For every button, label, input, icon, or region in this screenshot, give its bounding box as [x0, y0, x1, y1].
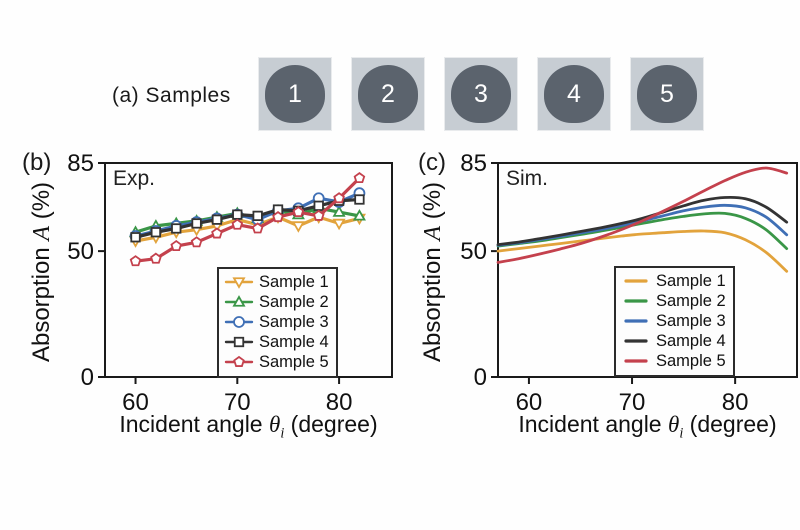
sample-photo-5: 5 — [630, 57, 704, 131]
line-swatch-icon — [621, 274, 651, 288]
svg-text:70: 70 — [619, 389, 646, 416]
legend-item-sample-2: Sample 2 — [621, 291, 726, 311]
exp-annotation: Exp. — [113, 167, 156, 190]
line-swatch-icon — [621, 314, 651, 328]
legend-item-sample-4: Sample 4 — [621, 331, 726, 351]
pentagon-marker-icon — [224, 355, 254, 369]
sample-photo-2: 2 — [351, 57, 425, 131]
sample-disc-5: 5 — [637, 65, 697, 123]
panel-a-label: (a) Samples — [112, 84, 231, 108]
panel-a-letter: (a) — [112, 84, 140, 107]
line-swatch-icon — [621, 354, 651, 368]
legend-item-sample-5: Sample 5 — [224, 352, 329, 372]
panel-a-title: Samples — [145, 84, 231, 107]
sample-number: 1 — [288, 79, 302, 108]
svg-text:0: 0 — [474, 364, 487, 391]
sim-yaxis-title: Absorption A (%) — [419, 181, 446, 363]
svg-text:50: 50 — [67, 238, 94, 265]
svg-text:60: 60 — [122, 389, 149, 416]
panel-c-letter: (c) — [418, 149, 446, 176]
sample-number: 3 — [474, 79, 488, 108]
samples-row: 1 2 3 4 5 — [258, 57, 704, 131]
exp-yaxis-title: Absorption A (%) — [28, 181, 55, 363]
exp-legend: Sample 1 Sample 2 Sample 3 Sample 4 Samp… — [217, 267, 338, 378]
sample-disc-2: 2 — [358, 65, 418, 123]
sample-disc-4: 4 — [544, 65, 604, 123]
sim-chart: 60 70 80 0 50 85 — [460, 150, 798, 416]
panel-b-letter: (b) — [22, 149, 52, 176]
legend-item-sample-1: Sample 1 — [621, 271, 726, 291]
legend-item-sample-5: Sample 5 — [621, 351, 726, 371]
sample-number: 5 — [660, 79, 674, 108]
svg-text:85: 85 — [67, 150, 94, 177]
sample-disc-3: 3 — [451, 65, 511, 123]
svg-text:0: 0 — [81, 364, 94, 391]
sim-annotation: Sim. — [506, 167, 548, 190]
sample-number: 2 — [381, 79, 395, 108]
svg-text:70: 70 — [224, 389, 251, 416]
legend-item-sample-3: Sample 3 — [621, 311, 726, 331]
legend-item-sample-1: Sample 1 — [224, 272, 329, 292]
triangle-down-marker-icon — [224, 275, 254, 289]
exp-xaxis-title: Incident angle θi (degree) — [119, 411, 378, 442]
sim-xaxis-title: Incident angle θi (degree) — [518, 411, 777, 442]
line-swatch-icon — [621, 294, 651, 308]
legend-item-sample-2: Sample 2 — [224, 292, 329, 312]
exp-chart: 60 70 80 0 50 85 — [67, 150, 393, 416]
sample-photo-4: 4 — [537, 57, 611, 131]
sim-legend: Sample 1 Sample 2 Sample 3 Sample 4 Samp… — [614, 266, 735, 377]
square-marker-icon — [224, 335, 254, 349]
legend-item-sample-4: Sample 4 — [224, 332, 329, 352]
sample-disc-1: 1 — [265, 65, 325, 123]
sample-number: 4 — [567, 79, 581, 108]
sample-photo-1: 1 — [258, 57, 332, 131]
circle-marker-icon — [224, 315, 254, 329]
svg-text:80: 80 — [326, 389, 353, 416]
svg-text:80: 80 — [722, 389, 749, 416]
legend-item-sample-3: Sample 3 — [224, 312, 329, 332]
line-swatch-icon — [621, 334, 651, 348]
svg-text:85: 85 — [460, 150, 487, 177]
sample-photo-3: 3 — [444, 57, 518, 131]
svg-text:60: 60 — [516, 389, 543, 416]
svg-text:50: 50 — [460, 238, 487, 265]
triangle-up-marker-icon — [224, 295, 254, 309]
